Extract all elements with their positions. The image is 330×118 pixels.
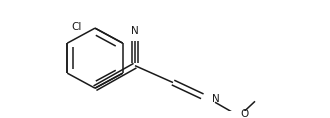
Text: N: N	[212, 94, 220, 104]
Text: N: N	[131, 26, 139, 36]
Text: O: O	[240, 109, 248, 118]
Text: Cl: Cl	[72, 22, 82, 32]
